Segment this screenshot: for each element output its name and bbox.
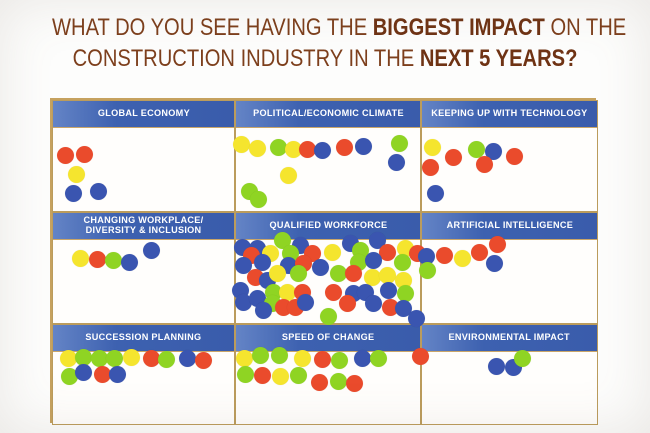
cell-keeping-up-with-technology: KEEPING UP WITH TECHNOLOGY: [421, 100, 598, 212]
category-label: KEEPING UP WITH TECHNOLOGY: [431, 107, 588, 119]
category-header: SPEED OF CHANGE: [236, 325, 420, 352]
cell-environmental-impact: ENVIRONMENTAL IMPACT: [421, 324, 598, 425]
cell-artificial-intelligence: ARTIFICIAL INTELLIGENCE: [421, 212, 598, 324]
cell-qualified-workforce: QUALIFIED WORKFORCE: [235, 212, 421, 324]
category-header: POLITICAL/ECONOMIC CLIMATE: [236, 101, 420, 128]
question-text-bold: NEXT 5 YEARS?: [419, 45, 578, 72]
category-label: POLITICAL/ECONOMIC CLIMATE: [252, 107, 404, 119]
category-header: GLOBAL ECONOMY: [53, 101, 234, 128]
category-label: SPEED OF CHANGE: [281, 331, 375, 343]
category-header: SUCCESSION PLANNING: [53, 325, 234, 352]
category-header: QUALIFIED WORKFORCE: [236, 213, 420, 240]
question-text: WHAT DO YOU SEE HAVING THE: [52, 14, 373, 41]
category-header: CHANGING WORKPLACE/ DIVERSITY & INCLUSIO…: [53, 213, 234, 240]
question-line-2: CONSTRUCTION INDUSTRY IN THE NEXT 5 YEAR…: [52, 43, 598, 74]
category-header: ENVIRONMENTAL IMPACT: [422, 325, 597, 352]
cell-changing-workplace-diversity-inclusion: CHANGING WORKPLACE/ DIVERSITY & INCLUSIO…: [52, 212, 235, 324]
category-label: QUALIFIED WORKFORCE: [269, 219, 387, 231]
category-label: SUCCESSION PLANNING: [85, 331, 202, 343]
question-text: ON THE: [544, 14, 627, 41]
question-text: CONSTRUCTION INDUSTRY IN THE: [72, 45, 420, 72]
question-text-bold: BIGGEST IMPACT: [372, 14, 545, 41]
category-label: CHANGING WORKPLACE/ DIVERSITY & INCLUSIO…: [83, 214, 204, 236]
cell-succession-planning: SUCCESSION PLANNING: [52, 324, 235, 425]
cell-speed-of-change: SPEED OF CHANGE: [235, 324, 421, 425]
category-label: ENVIRONMENTAL IMPACT: [448, 331, 571, 343]
category-label: GLOBAL ECONOMY: [97, 107, 190, 119]
cell-political-economic-climate: POLITICAL/ECONOMIC CLIMATE: [235, 100, 421, 212]
question-line-1: WHAT DO YOU SEE HAVING THE BIGGEST IMPAC…: [52, 12, 626, 43]
category-label: ARTIFICIAL INTELLIGENCE: [446, 219, 573, 231]
category-header: KEEPING UP WITH TECHNOLOGY: [422, 101, 597, 128]
cell-global-economy: GLOBAL ECONOMY: [52, 100, 235, 212]
category-header: ARTIFICIAL INTELLIGENCE: [422, 213, 597, 240]
vote-board-grid: GLOBAL ECONOMY POLITICAL/ECONOMIC CLIMAT…: [50, 98, 598, 425]
poster-question: WHAT DO YOU SEE HAVING THE BIGGEST IMPAC…: [0, 12, 650, 74]
